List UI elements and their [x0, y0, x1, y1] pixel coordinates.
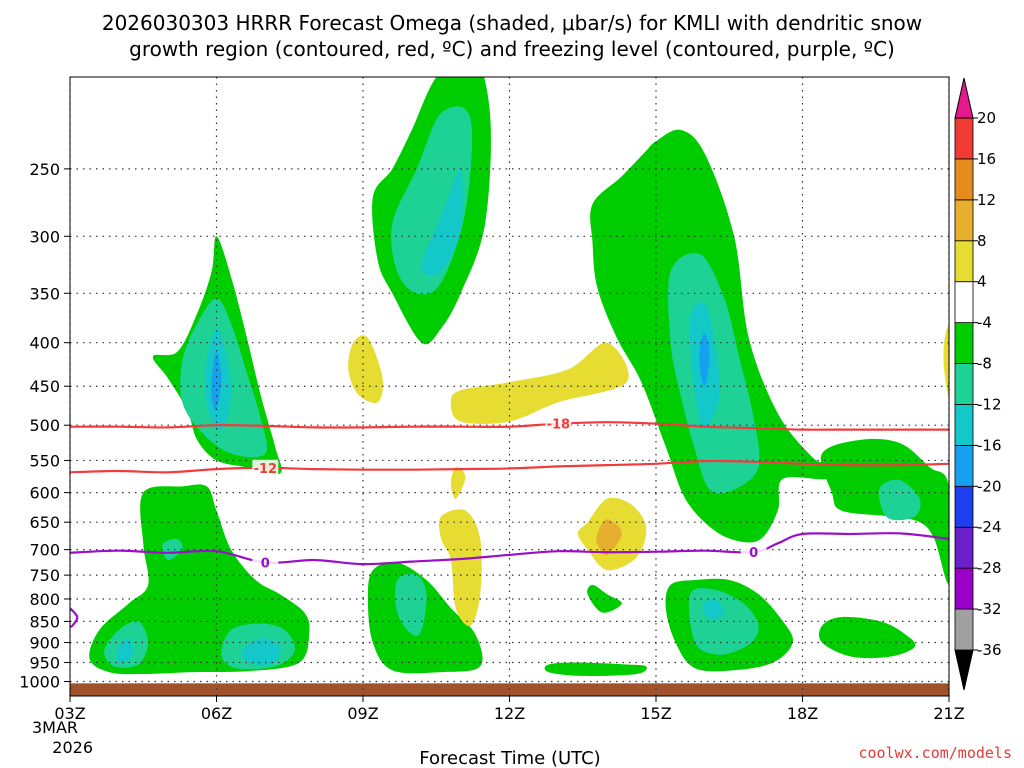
colorbar-label-11: 12 [977, 191, 996, 209]
colorbar-max-arrow [954, 77, 974, 119]
y-tick-label-300: 300 [29, 227, 60, 246]
y-tick-label-500: 500 [29, 416, 60, 435]
colorbar-label-8: -4 [977, 314, 992, 332]
y-tick-label-850: 850 [29, 612, 60, 631]
omega-region-18 [699, 333, 710, 387]
colorbar-swatch-12 [954, 117, 974, 160]
colorbar-label-5: -16 [977, 436, 1002, 454]
omega-region-27 [348, 335, 384, 404]
colorbar-label-9: 4 [977, 273, 987, 291]
terrain [70, 683, 949, 696]
colorbar: -36 -32 -28 -24 -20 -16 -12 -8 -4 4 8 12 16 20 [954, 77, 1002, 691]
colorbar-swatch-1 [954, 567, 974, 610]
omega-region-33 [943, 326, 949, 396]
y-tick-label-400: 400 [29, 334, 60, 353]
x-tick-label-12Z: 12Z [494, 704, 525, 723]
dgz-line-minus12-label-bg-0 [252, 459, 279, 476]
omega-region-8 [240, 638, 281, 666]
omega-region-21 [703, 598, 725, 620]
y-tick-label-550: 550 [29, 451, 60, 470]
dgz-line-minus18-label-0: -18 [547, 418, 571, 433]
omega-region-23 [878, 479, 921, 521]
colorbar-swatch-0 [954, 608, 974, 651]
omega-region-6 [117, 638, 134, 663]
y-tick-label-450: 450 [29, 377, 60, 396]
x-axis: 03Z 06Z 09Z 12Z 15Z 18Z 21Z [54, 696, 965, 723]
y-axis: 250 300 350 400 450 500 550 600 650 700 750 800 850 9… [19, 160, 70, 691]
omega-region-29 [450, 466, 466, 499]
colorbar-label-4: -20 [977, 477, 1002, 495]
chart-title-line1: 2026030303 HRRR Forecast Omega (shaded, … [102, 11, 922, 35]
dgz-line-minus18-label-bg-0 [545, 415, 572, 432]
omega-region-30 [438, 509, 482, 627]
omega-shading [89, 77, 949, 676]
omega-region-3 [211, 351, 222, 411]
colorbar-label-10: 8 [977, 232, 987, 250]
omega-region-28 [450, 342, 629, 424]
y-tick-label-600: 600 [29, 484, 60, 503]
colorbar-label-3: -24 [977, 518, 1002, 536]
terrain-surface [70, 683, 949, 696]
colorbar-min-arrow [954, 649, 974, 691]
freezing-level-line-label-1: 0 [749, 546, 758, 561]
freezing-level-line-label-bg-1 [740, 544, 767, 561]
x-axis-label: Forecast Time (UTC) [419, 748, 600, 768]
omega-region-25 [544, 662, 647, 676]
freezing-level-line-label-bg-0 [252, 554, 279, 571]
colorbar-label-6: -12 [977, 395, 1002, 413]
date-label-year: 2026 [52, 738, 93, 757]
x-tick-label-09Z: 09Z [347, 704, 378, 723]
dgz-line-minus12 [70, 459, 949, 474]
colorbar-label-7: -8 [977, 355, 992, 373]
colorbar-swatch-9 [954, 240, 974, 283]
date-label-day: 3MAR [32, 718, 78, 737]
dgz-line-minus12-label-0: -12 [254, 462, 278, 477]
colorbar-swatch-7 [954, 322, 974, 364]
x-tick-label-18Z: 18Z [787, 704, 818, 723]
freezing-level-line [70, 532, 949, 566]
omega-region-26 [587, 584, 622, 613]
freezing-level-line-label-0: 0 [261, 557, 270, 572]
y-tick-label-900: 900 [29, 634, 60, 653]
y-tick-label-800: 800 [29, 590, 60, 609]
colorbar-swatch-10 [954, 199, 974, 242]
y-tick-label-950: 950 [29, 654, 60, 673]
y-tick-label-1000: 1000 [19, 672, 60, 691]
x-tick-label-21Z: 21Z [933, 704, 964, 723]
omega-region-24 [818, 616, 916, 659]
dgz-line-minus18 [70, 421, 949, 431]
y-tick-label-750: 750 [29, 566, 60, 585]
y-tick-label-250: 250 [29, 160, 60, 179]
contours: -18 -12 0 0 [70, 415, 949, 628]
x-tick-label-06Z: 06Z [201, 704, 232, 723]
omega-region-9 [162, 538, 183, 561]
y-tick-label-350: 350 [29, 284, 60, 303]
freezing-level-edge [70, 607, 79, 628]
chart-title-line2: growth region (contoured, red, ºC) and f… [129, 37, 895, 61]
colorbar-swatch-5 [954, 404, 974, 446]
colorbar-label-1: -32 [977, 600, 1002, 618]
omega-region-32 [596, 519, 622, 556]
credit-text: coolwx.com/models [858, 744, 1012, 762]
colorbar-swatch-4 [954, 444, 974, 487]
x-tick-label-15Z: 15Z [640, 704, 671, 723]
colorbar-swatch-6 [954, 363, 974, 405]
omega-region-14 [395, 573, 427, 636]
y-tick-label-700: 700 [29, 541, 60, 560]
omega-region-12 [421, 168, 463, 276]
colorbar-label-13: 20 [977, 109, 996, 127]
colorbar-swatch-3 [954, 485, 974, 528]
colorbar-label-2: -28 [977, 559, 1002, 577]
x-tick-label-03Z: 03Z [54, 704, 85, 723]
colorbar-label-12: 16 [977, 150, 996, 168]
colorbar-swatch-11 [954, 158, 974, 201]
colorbar-label-0: -36 [977, 641, 1002, 659]
colorbar-swatch-8 [954, 281, 974, 324]
colorbar-swatch-2 [954, 526, 974, 569]
y-tick-label-650: 650 [29, 513, 60, 532]
